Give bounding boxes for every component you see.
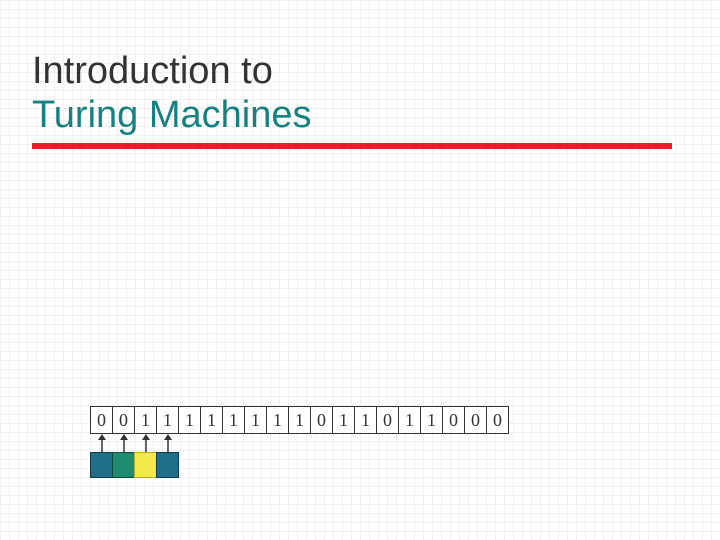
tape-cell: 1 <box>200 406 223 434</box>
title-underline <box>32 143 672 149</box>
tape-cell: 0 <box>442 406 465 434</box>
head-cell <box>112 452 135 478</box>
arrow-up-icon <box>134 434 157 452</box>
head-cell <box>134 452 157 478</box>
arrow-up-icon <box>90 434 113 452</box>
tape-cell: 1 <box>332 406 355 434</box>
tape-cell: 1 <box>222 406 245 434</box>
head-arrows <box>90 434 390 452</box>
turing-tape: 0011111111011011000 <box>90 406 509 434</box>
tape-cell: 1 <box>134 406 157 434</box>
title-line1: Introduction to <box>32 50 672 94</box>
tape-cell: 0 <box>310 406 333 434</box>
tape-cell: 0 <box>486 406 509 434</box>
tape-cell: 1 <box>244 406 267 434</box>
tape-cell: 1 <box>178 406 201 434</box>
title-block: Introduction to Turing Machines <box>32 50 672 149</box>
tape-cell: 1 <box>266 406 289 434</box>
tape-cell: 0 <box>112 406 135 434</box>
title-line2: Turing Machines <box>32 94 672 138</box>
arrow-up-icon <box>156 434 179 452</box>
tape-cell: 0 <box>90 406 113 434</box>
tape-head <box>90 452 179 478</box>
tape-cell: 1 <box>354 406 377 434</box>
tape-cell: 0 <box>376 406 399 434</box>
tape-cell: 1 <box>420 406 443 434</box>
head-cell <box>156 452 179 478</box>
tape-cell: 1 <box>156 406 179 434</box>
tape-cell: 0 <box>464 406 487 434</box>
arrow-up-icon <box>112 434 135 452</box>
head-cell <box>90 452 113 478</box>
tape-cell: 1 <box>288 406 311 434</box>
tape-cell: 1 <box>398 406 421 434</box>
